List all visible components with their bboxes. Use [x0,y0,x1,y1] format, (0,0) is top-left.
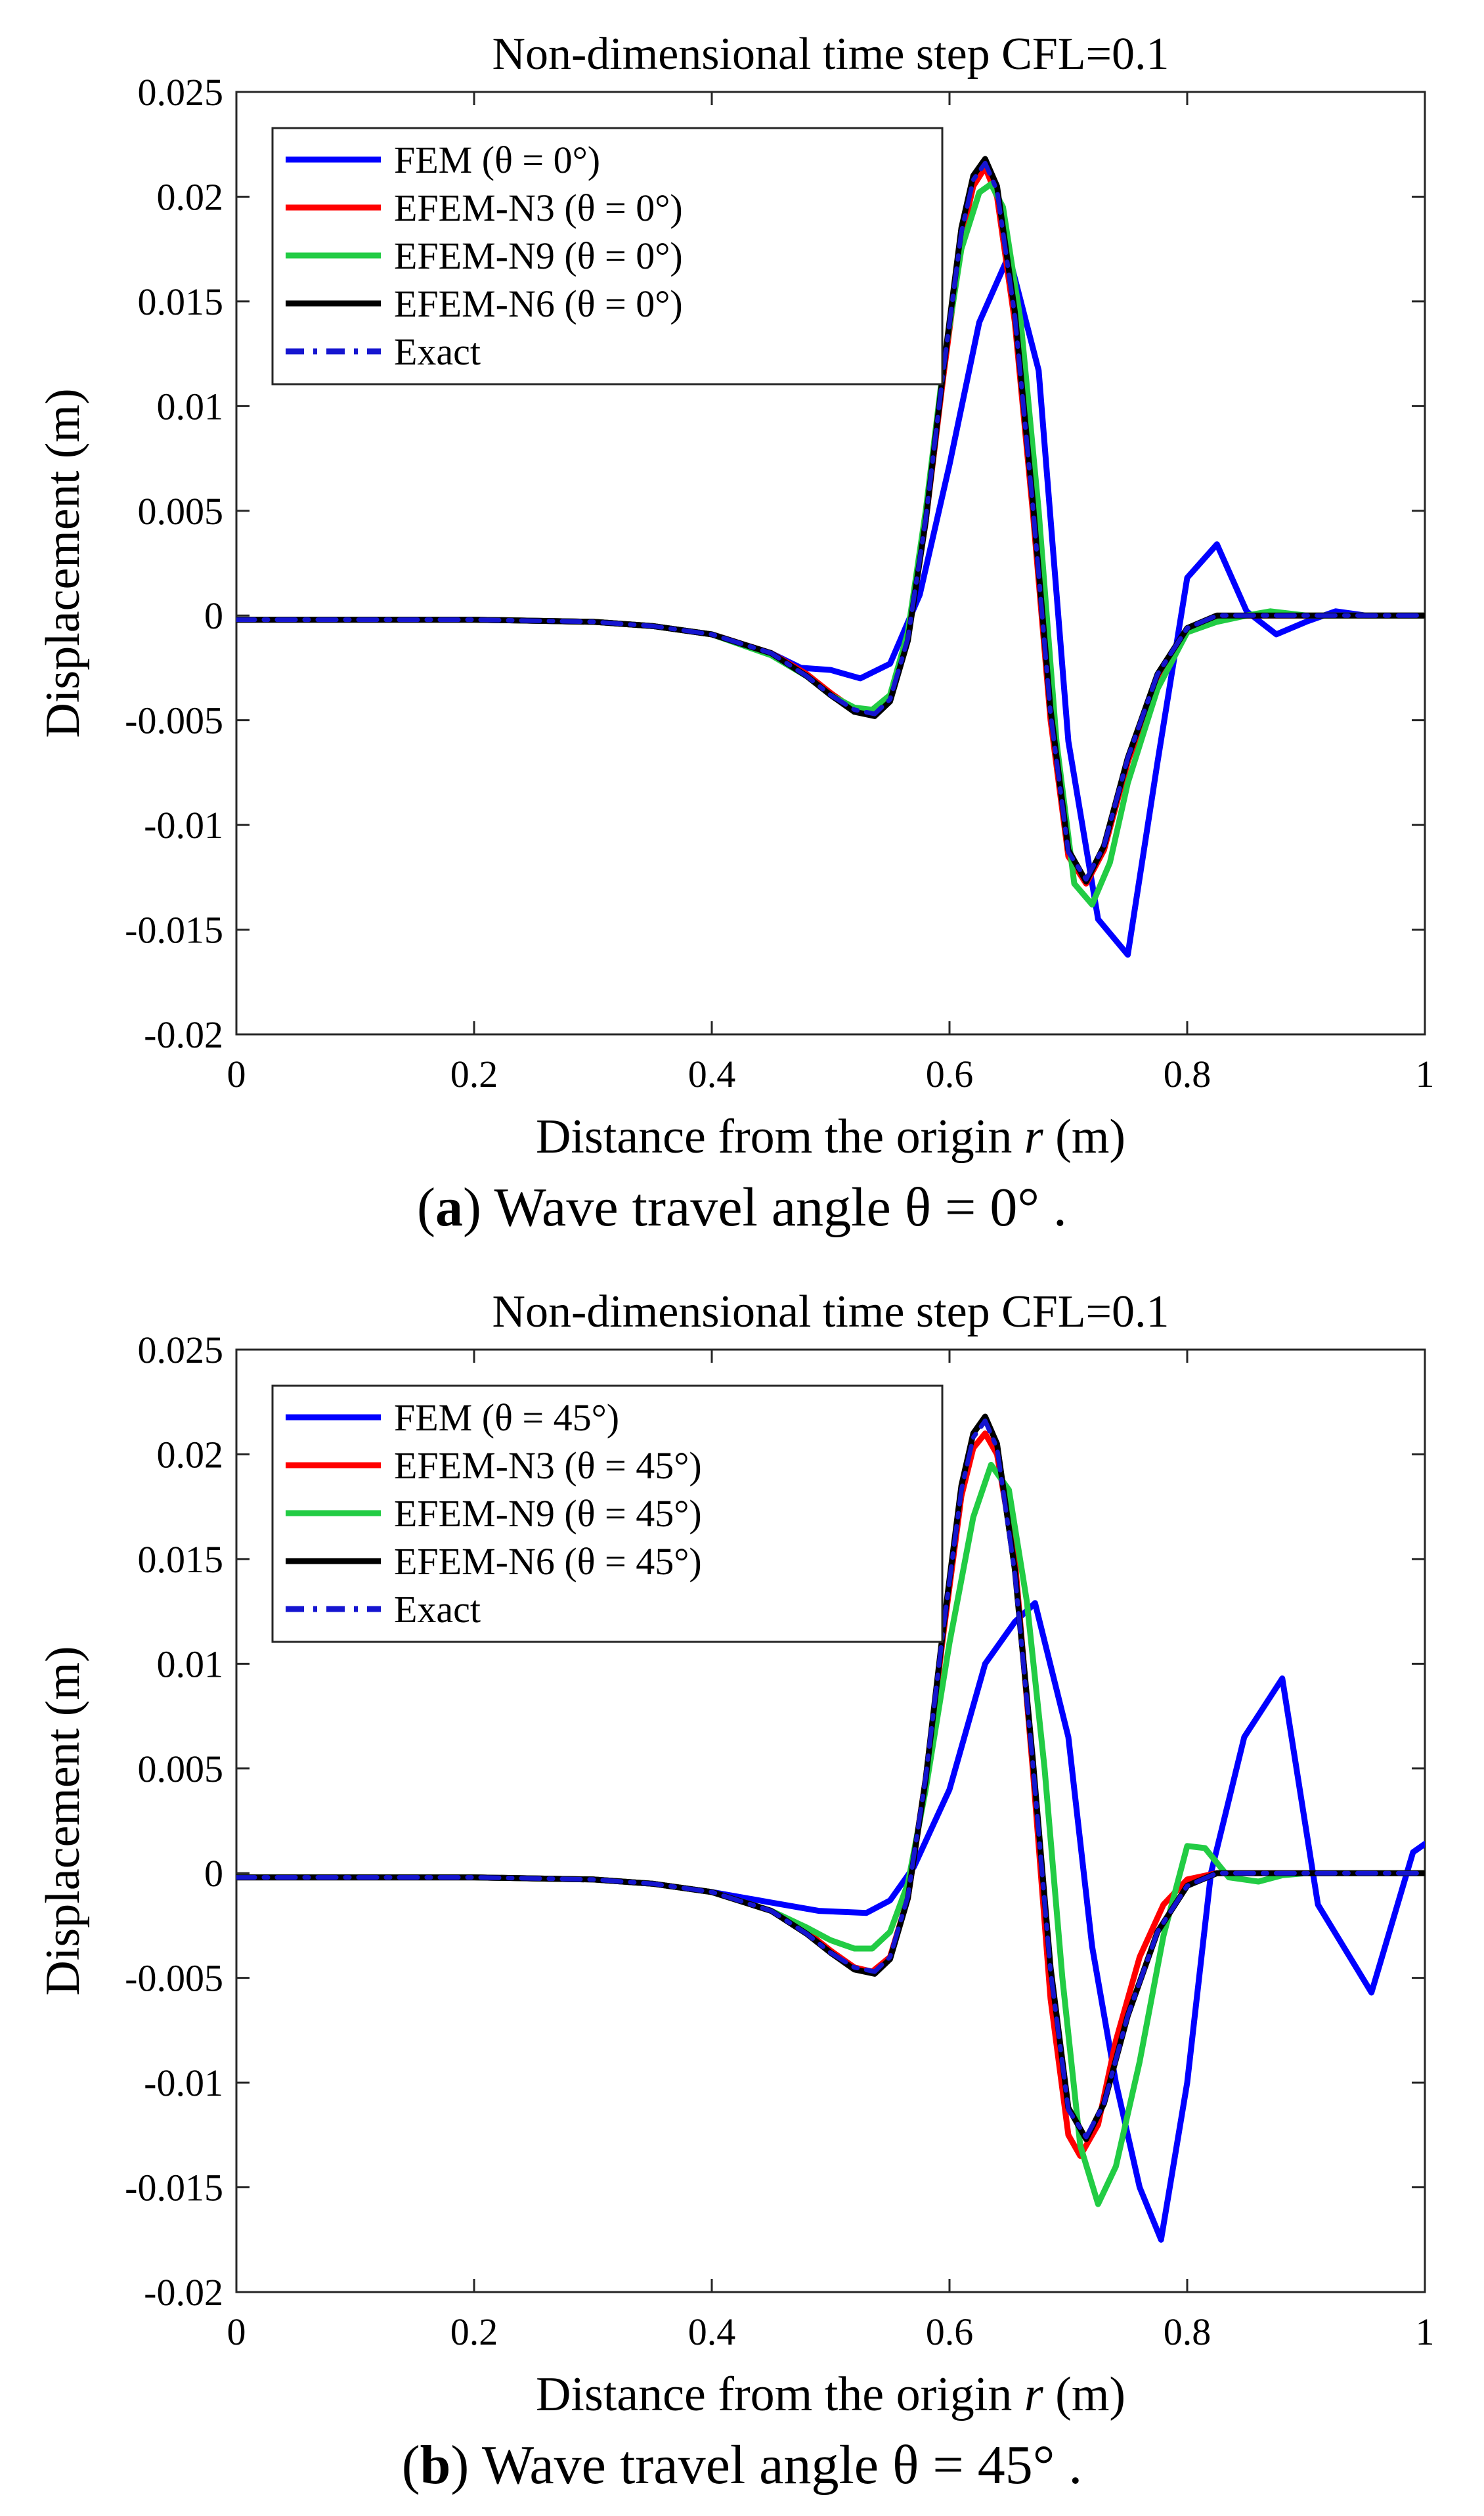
x-tick-label: 0.8 [1164,1053,1211,1095]
legend-label: EFEM-N3 (θ = 0°) [394,187,683,229]
chart-title: Non-dimensional time step CFL=0.1 [492,29,1169,79]
y-tick-label: -0.01 [144,2062,223,2104]
x-tick-label: 0.4 [688,1053,736,1095]
x-tick-label: 0.8 [1164,2310,1211,2353]
legend-label: EFEM-N9 (θ = 0°) [394,234,683,277]
x-tick-label: 0.2 [450,2310,498,2353]
y-tick-label: 0.025 [138,71,224,114]
y-axis-label: Displacement (m) [36,388,90,738]
y-tick-label: 0 [204,594,223,637]
legend-label: Exact [394,1588,481,1631]
chart-b: Non-dimensional time step CFL=0.1 0 0.2 0.4… [36,1287,1435,2421]
legend-box [271,127,944,386]
legend-box [271,1384,944,1643]
y-tick-label: 0.015 [138,1538,224,1581]
y-tick-label: -0.02 [144,1013,223,1056]
y-tick-label: -0.005 [125,699,223,742]
y-tick-label: 0.025 [138,1329,224,1371]
y-axis-label: Displacement (m) [36,1646,90,1995]
series-line-4 [236,160,1425,882]
x-tick-label: 0.6 [926,1053,974,1095]
x-tick-label: 0.2 [450,1053,498,1095]
x-tick-label: 0.6 [926,2310,974,2353]
legend-label: Exact [394,330,481,373]
series-group [236,156,1425,958]
y-tick-label: 0.01 [157,385,224,428]
x-axis-label: Distance from the origin r (m) [536,2368,1125,2421]
y-tick-label: -0.015 [125,2167,223,2209]
x-tick-label: 0 [227,2310,246,2353]
y-tick-label: 0.005 [138,1748,224,1790]
caption-b-label: b [420,2435,451,2496]
series-line-4 [236,1418,1425,2140]
x-tick-label: 1 [1416,1053,1435,1095]
legend-label: EFEM-N6 (θ = 45°) [394,1540,702,1583]
x-tick-label: 1 [1416,2310,1435,2353]
chart-title: Non-dimensional time step CFL=0.1 [492,1287,1169,1337]
y-tick-label: -0.02 [144,2271,223,2314]
x-tick-label: 0.4 [688,2310,736,2353]
legend-label: FEM (θ = 45°) [394,1396,619,1439]
x-axis-label: Distance from the origin r (m) [536,1110,1125,1164]
y-tick-label: 0.015 [138,280,224,323]
chart-panel-b: Non-dimensional time step CFL=0.1 0 0.2 0.4… [0,1258,1484,2515]
chart-panel-a: Non-dimensional time step CFL=0.1 0 0.2 0.4… [36,29,1435,1238]
y-tick-label: 0 [204,1852,223,1895]
y-tick-label: -0.005 [125,1957,223,2000]
caption-a: (a) Wave travel angle θ = 0° . [417,1177,1067,1238]
legend-label: EFEM-N6 (θ = 0°) [394,282,683,325]
x-tick-label: 0 [227,1053,246,1095]
y-tick-label: 0.005 [138,490,224,533]
caption-b-text: ) Wave travel angle θ = 45° . [450,2435,1083,2496]
caption-b: (b) Wave travel angle θ = 45° . [401,2435,1083,2496]
y-tick-label: 0.01 [157,1643,224,1685]
legend-label: EFEM-N9 (θ = 45°) [394,1492,702,1535]
y-tick-label: 0.02 [157,175,224,218]
legend-label: EFEM-N3 (θ = 45°) [394,1444,702,1487]
caption-a-label: a [435,1177,464,1238]
caption-a-text: ) Wave travel angle θ = 0° . [463,1177,1067,1238]
legend-label: FEM (θ = 0°) [394,139,600,181]
series-group [236,1413,1425,2243]
y-tick-label: -0.015 [125,909,223,952]
chart-a: Non-dimensional time step CFL=0.1 0 0.2 0.4… [36,29,1435,1164]
y-tick-label: -0.01 [144,804,223,847]
y-tick-label: 0.02 [157,1433,224,1476]
